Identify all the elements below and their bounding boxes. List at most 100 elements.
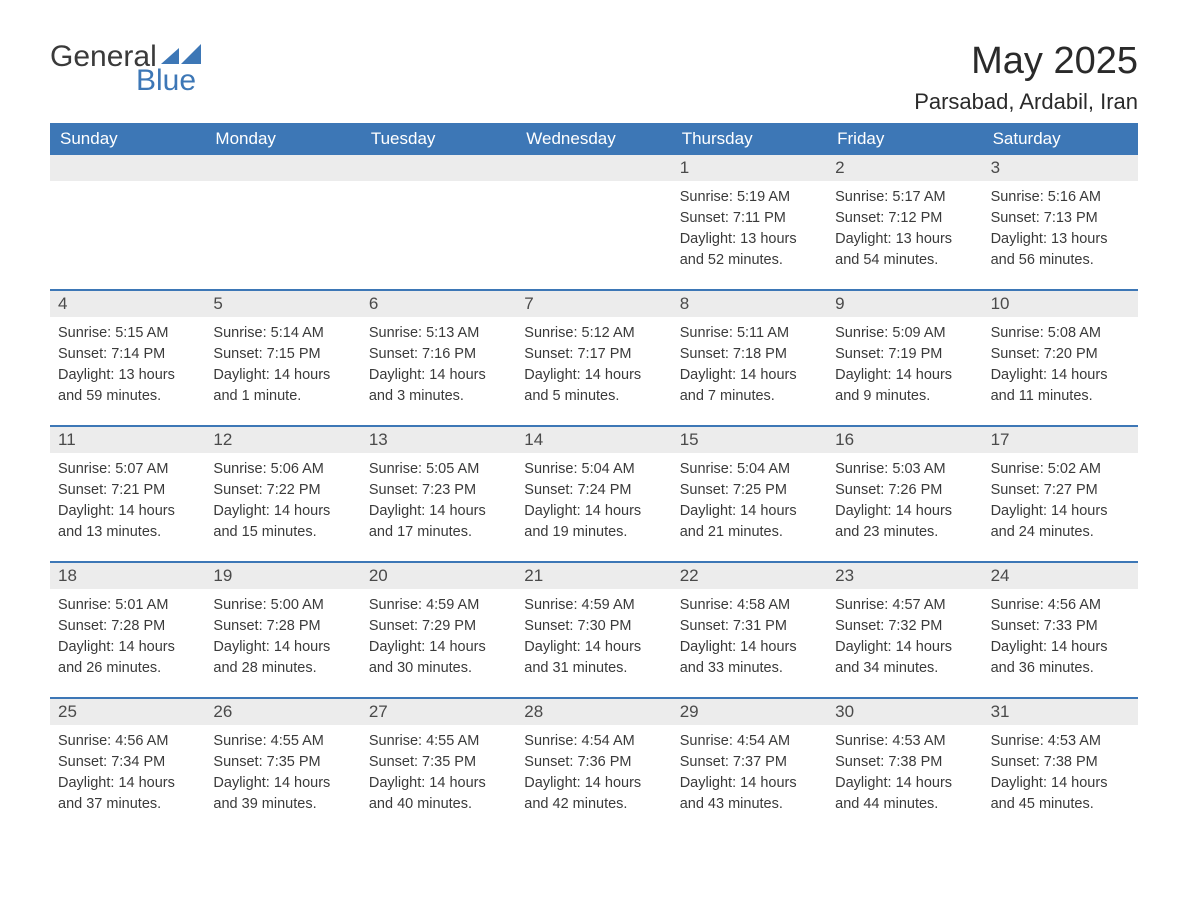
day-number: 3 xyxy=(983,155,1138,181)
sunrise-label: Sunrise: xyxy=(213,733,266,749)
day-details: Sunrise: 4:56 AMSunset: 7:33 PMDaylight:… xyxy=(983,589,1138,679)
sunset-line: Sunset: 7:34 PM xyxy=(58,752,197,773)
day-number: 31 xyxy=(983,699,1138,725)
sunrise-value: 5:11 AM xyxy=(737,325,789,341)
sunrise-value: 4:54 AM xyxy=(737,733,790,749)
sunset-value: 7:34 PM xyxy=(111,754,165,770)
sunset-value: 7:25 PM xyxy=(733,482,787,498)
sunset-label: Sunset: xyxy=(680,482,729,498)
calendar-cell: 14Sunrise: 5:04 AMSunset: 7:24 PMDayligh… xyxy=(516,427,671,547)
sunrise-value: 4:59 AM xyxy=(426,597,479,613)
day-number: 22 xyxy=(672,563,827,589)
daylight-line: Daylight: 14 hours and 3 minutes. xyxy=(369,365,508,407)
daylight-label: Daylight: xyxy=(680,639,736,655)
sunset-label: Sunset: xyxy=(58,482,107,498)
sunset-label: Sunset: xyxy=(213,482,262,498)
sunrise-value: 5:04 AM xyxy=(737,461,790,477)
sunset-label: Sunset: xyxy=(680,618,729,634)
day-number: 13 xyxy=(361,427,516,453)
sunset-line: Sunset: 7:12 PM xyxy=(835,208,974,229)
sunrise-value: 5:12 AM xyxy=(582,325,635,341)
calendar-cell: 15Sunrise: 5:04 AMSunset: 7:25 PMDayligh… xyxy=(672,427,827,547)
sunset-value: 7:20 PM xyxy=(1044,346,1098,362)
day-details: Sunrise: 5:14 AMSunset: 7:15 PMDaylight:… xyxy=(205,317,360,407)
calendar-week: 4Sunrise: 5:15 AMSunset: 7:14 PMDaylight… xyxy=(50,289,1138,411)
daylight-line: Daylight: 14 hours and 34 minutes. xyxy=(835,637,974,679)
daylight-label: Daylight: xyxy=(835,231,891,247)
day-number: 14 xyxy=(516,427,671,453)
sunset-line: Sunset: 7:17 PM xyxy=(524,344,663,365)
sunrise-label: Sunrise: xyxy=(58,461,111,477)
calendar-cell: 5Sunrise: 5:14 AMSunset: 7:15 PMDaylight… xyxy=(205,291,360,411)
sunset-line: Sunset: 7:21 PM xyxy=(58,480,197,501)
day-number: 28 xyxy=(516,699,671,725)
sunset-value: 7:13 PM xyxy=(1044,210,1098,226)
daylight-label: Daylight: xyxy=(680,367,736,383)
sunrise-value: 5:13 AM xyxy=(426,325,479,341)
day-number: 9 xyxy=(827,291,982,317)
sunset-value: 7:23 PM xyxy=(422,482,476,498)
day-number: 19 xyxy=(205,563,360,589)
sunrise-line: Sunrise: 5:12 AM xyxy=(524,323,663,344)
calendar-cell: 11Sunrise: 5:07 AMSunset: 7:21 PMDayligh… xyxy=(50,427,205,547)
sunrise-value: 4:56 AM xyxy=(115,733,168,749)
sunrise-line: Sunrise: 4:56 AM xyxy=(991,595,1130,616)
daylight-line: Daylight: 14 hours and 23 minutes. xyxy=(835,501,974,543)
sunrise-label: Sunrise: xyxy=(991,733,1044,749)
daylight-label: Daylight: xyxy=(58,503,114,519)
day-number xyxy=(361,155,516,181)
daylight-line: Daylight: 14 hours and 9 minutes. xyxy=(835,365,974,407)
sunrise-value: 5:06 AM xyxy=(271,461,324,477)
day-number: 17 xyxy=(983,427,1138,453)
sunset-line: Sunset: 7:38 PM xyxy=(991,752,1130,773)
day-details: Sunrise: 4:54 AMSunset: 7:36 PMDaylight:… xyxy=(516,725,671,815)
sunrise-label: Sunrise: xyxy=(524,733,577,749)
sunrise-label: Sunrise: xyxy=(835,325,888,341)
daylight-line: Daylight: 13 hours and 52 minutes. xyxy=(680,229,819,271)
calendar-cell: 26Sunrise: 4:55 AMSunset: 7:35 PMDayligh… xyxy=(205,699,360,819)
sunrise-value: 5:19 AM xyxy=(737,189,790,205)
day-number: 16 xyxy=(827,427,982,453)
sunset-value: 7:36 PM xyxy=(577,754,631,770)
daylight-line: Daylight: 14 hours and 11 minutes. xyxy=(991,365,1130,407)
day-details: Sunrise: 4:53 AMSunset: 7:38 PMDaylight:… xyxy=(983,725,1138,815)
sunrise-value: 5:05 AM xyxy=(426,461,479,477)
daylight-label: Daylight: xyxy=(369,503,425,519)
sunset-label: Sunset: xyxy=(369,346,418,362)
sunset-label: Sunset: xyxy=(991,210,1040,226)
location-label: Parsabad, Ardabil, Iran xyxy=(914,89,1138,115)
sunrise-label: Sunrise: xyxy=(680,325,733,341)
daylight-label: Daylight: xyxy=(524,503,580,519)
sunset-line: Sunset: 7:30 PM xyxy=(524,616,663,637)
day-number: 29 xyxy=(672,699,827,725)
daylight-label: Daylight: xyxy=(369,639,425,655)
dow-label: Monday xyxy=(205,123,360,155)
sunset-value: 7:27 PM xyxy=(1044,482,1098,498)
day-details: Sunrise: 5:05 AMSunset: 7:23 PMDaylight:… xyxy=(361,453,516,543)
daylight-line: Daylight: 14 hours and 44 minutes. xyxy=(835,773,974,815)
daylight-label: Daylight: xyxy=(835,367,891,383)
daylight-line: Daylight: 14 hours and 19 minutes. xyxy=(524,501,663,543)
sunset-value: 7:18 PM xyxy=(733,346,787,362)
sunrise-value: 5:09 AM xyxy=(892,325,945,341)
sunrise-label: Sunrise: xyxy=(524,461,577,477)
daylight-line: Daylight: 14 hours and 39 minutes. xyxy=(213,773,352,815)
calendar-cell xyxy=(361,155,516,275)
sunrise-label: Sunrise: xyxy=(58,325,111,341)
daylight-line: Daylight: 13 hours and 54 minutes. xyxy=(835,229,974,271)
calendar-cell: 7Sunrise: 5:12 AMSunset: 7:17 PMDaylight… xyxy=(516,291,671,411)
calendar-cell xyxy=(205,155,360,275)
sunset-line: Sunset: 7:33 PM xyxy=(991,616,1130,637)
daylight-label: Daylight: xyxy=(991,367,1047,383)
daylight-line: Daylight: 14 hours and 1 minute. xyxy=(213,365,352,407)
sunset-value: 7:15 PM xyxy=(267,346,321,362)
daylight-label: Daylight: xyxy=(680,775,736,791)
sunrise-line: Sunrise: 5:05 AM xyxy=(369,459,508,480)
day-details: Sunrise: 4:56 AMSunset: 7:34 PMDaylight:… xyxy=(50,725,205,815)
sunrise-value: 5:03 AM xyxy=(892,461,945,477)
sunrise-label: Sunrise: xyxy=(991,597,1044,613)
sunset-value: 7:24 PM xyxy=(577,482,631,498)
day-details: Sunrise: 5:01 AMSunset: 7:28 PMDaylight:… xyxy=(50,589,205,679)
sunrise-label: Sunrise: xyxy=(369,597,422,613)
sunset-line: Sunset: 7:37 PM xyxy=(680,752,819,773)
